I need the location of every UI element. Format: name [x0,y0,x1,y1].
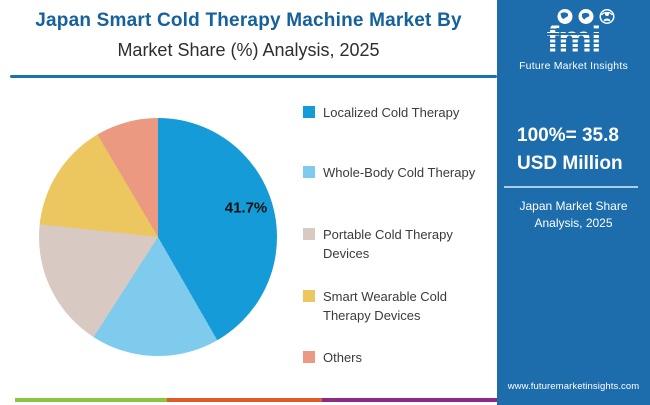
legend-marker-icon [303,351,315,363]
legend-item-others: Others [303,348,483,367]
footer-stripe-green [15,398,167,402]
legend-marker-icon [303,106,315,118]
stat-value-line2: USD Million [517,153,623,174]
header: Japan Smart Cold Therapy Machine Market … [0,0,497,61]
legend-label: Smart Wearable Cold Therapy Devices [323,289,448,323]
market-size-stat: 100%= 35.8 USD Million [517,122,623,178]
sidebar-panel: fmi Future Market Insights 100%= 35.8 US… [497,0,650,405]
legend-label: Whole-Body Cold Therapy [323,165,476,180]
legend-label: Portable Cold Therapy Devices [323,227,453,261]
legend-item-smart-wearable: Smart Wearable Cold Therapy Devices [303,287,483,325]
footer-stripe-orange [167,398,322,402]
pie-chart-container: 41.7% [39,118,277,356]
legend-label: Others [323,350,363,365]
title-divider [10,75,497,78]
caption-line2: Analysis, 2025 [534,216,613,230]
page-subtitle: Market Share (%) Analysis, 2025 [117,40,380,60]
legend-marker-icon [303,166,315,178]
footer-stripe [15,398,497,402]
logo-wordmark: fmi [497,21,650,59]
person-globe-icon [599,9,615,24]
logo-tagline: Future Market Insights [519,60,628,72]
legend-marker-icon [303,228,315,240]
globe-europe-icon [578,9,594,24]
legend-item-whole-body: Whole-Body Cold Therapy [303,163,483,182]
sidebar-caption: Japan Market Share Analysis, 2025 [497,198,650,232]
sidebar-divider [504,186,638,188]
legend-item-portable: Portable Cold Therapy Devices [303,225,483,263]
caption-line1: Japan Market Share [519,199,628,213]
website-link[interactable]: www.futuremarketinsights.com [507,381,640,392]
legend-label: Localized Cold Therapy [323,105,460,120]
legend-marker-icon [303,290,315,302]
pie-chart [39,118,277,356]
pie-slice-data-label: 41.7% [224,199,268,217]
chart-legend: Localized Cold Therapy Whole-Body Cold T… [303,103,488,373]
page-title: Japan Smart Cold Therapy Machine Market … [35,10,462,31]
globe-americas-icon [557,9,573,24]
legend-item-localized: Localized Cold Therapy [303,103,483,122]
stat-value-line1: 100%= 35.8 [517,125,619,146]
footer-stripe-purple [322,398,497,402]
logo-globe-icons [557,9,615,24]
fmi-logo: fmi Future Market Insights [497,8,650,72]
